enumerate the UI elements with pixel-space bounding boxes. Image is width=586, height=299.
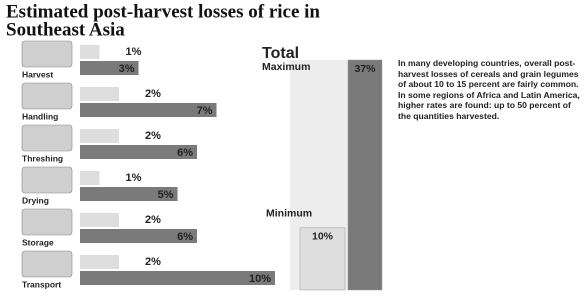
bar [80,87,119,101]
value-label: 10% [249,273,271,285]
value-label: 5% [158,189,174,201]
stage-icon [22,125,72,151]
bar [80,271,275,285]
stage-icon [22,251,72,277]
total-label: Total [262,45,299,62]
chart: Estimated post-harvest losses of rice in… [0,0,586,299]
value-label: 3% [119,63,135,75]
total-value-label: 10% [312,231,334,243]
total-value-label: 37% [354,63,376,75]
note: In many developing countries, overall po… [398,58,580,121]
value-label: 2% [145,256,161,268]
category-label: Storage [22,237,54,247]
value-label: 2% [145,214,161,226]
bar [80,213,119,227]
value-label: 6% [177,147,193,159]
total-series-name: Minimum [266,208,312,220]
value-label: 2% [145,88,161,100]
total-bar [348,60,382,290]
category-label: Harvest [22,69,53,79]
category-label: Threshing [22,153,63,163]
category-label: Transport [22,279,61,289]
bar [80,129,119,143]
stage-icon [22,167,72,193]
total-series-name: Maximum [262,61,310,73]
stage-icon [22,83,72,109]
bar [80,45,100,59]
value-label: 6% [177,231,193,243]
stage-icon [22,209,72,235]
bar [80,171,100,185]
category-label: Handling [22,111,58,121]
value-label: 1% [126,46,142,58]
value-label: 1% [126,172,142,184]
value-label: 7% [197,105,213,117]
chart-title: Southeast Asia [6,19,125,40]
bar [80,255,119,269]
value-label: 2% [145,130,161,142]
stage-icon [22,41,72,67]
category-label: Drying [22,195,49,205]
infographic: Estimated post-harvest losses of rice in… [0,0,586,299]
